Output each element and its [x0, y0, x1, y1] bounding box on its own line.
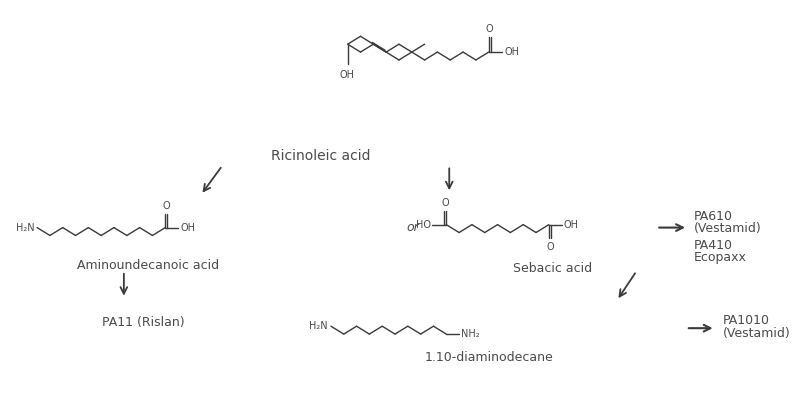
Text: 1.10-diaminodecane: 1.10-diaminodecane [424, 351, 552, 364]
Text: (Vestamid): (Vestamid) [722, 327, 789, 340]
Text: PA410: PA410 [693, 240, 732, 252]
Text: O: O [545, 242, 553, 252]
Text: H₂N: H₂N [309, 321, 328, 331]
Text: or: or [406, 221, 418, 234]
Text: O: O [162, 201, 169, 211]
Text: O: O [441, 198, 448, 208]
Text: O: O [485, 24, 493, 34]
Text: HO: HO [415, 220, 430, 230]
Text: (Vestamid): (Vestamid) [693, 222, 761, 235]
Text: NH₂: NH₂ [461, 329, 479, 339]
Text: PA1010: PA1010 [722, 314, 769, 328]
Text: Aminoundecanoic acid: Aminoundecanoic acid [77, 259, 219, 272]
Text: Ricinoleic acid: Ricinoleic acid [271, 149, 371, 163]
Text: Ecopaxx: Ecopaxx [693, 251, 746, 264]
Text: OH: OH [504, 47, 519, 57]
Text: PA11 (Rislan): PA11 (Rislan) [102, 316, 185, 329]
Text: OH: OH [563, 220, 578, 230]
Text: Sebacic acid: Sebacic acid [513, 262, 591, 275]
Text: H₂N: H₂N [15, 222, 34, 232]
Text: OH: OH [180, 222, 195, 232]
Text: OH: OH [339, 70, 354, 80]
Text: PA610: PA610 [693, 210, 732, 223]
